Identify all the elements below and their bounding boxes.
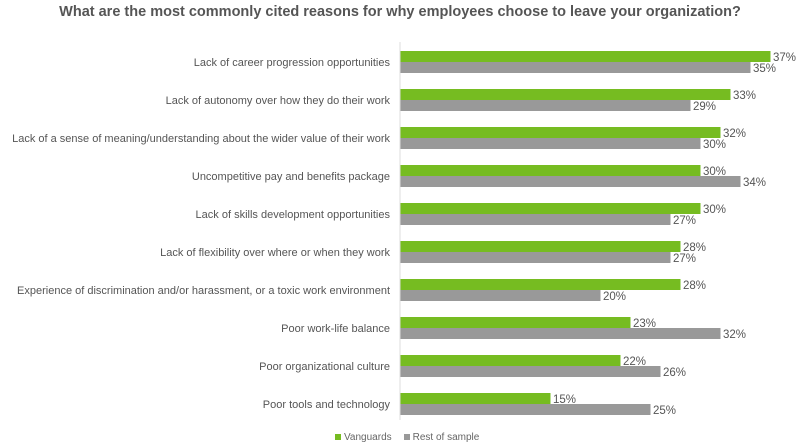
data-label: 20%	[603, 291, 626, 303]
data-label: 15%	[553, 394, 576, 406]
data-label: 34%	[743, 177, 766, 189]
bar-rest	[400, 404, 651, 415]
bar-rest	[400, 214, 671, 225]
legend-item: Rest of sample	[403, 432, 480, 443]
legend-swatch	[335, 434, 341, 440]
category-label: Uncompetitive pay and benefits package	[192, 171, 390, 183]
bar-vanguards	[400, 317, 631, 328]
data-label: 27%	[673, 215, 696, 227]
category-label: Lack of skills development opportunities	[196, 209, 391, 221]
data-label: 35%	[753, 63, 776, 75]
bar-vanguards	[400, 89, 731, 100]
data-label: 28%	[683, 242, 706, 254]
data-label: 28%	[683, 280, 706, 292]
category-label: Lack of a sense of meaning/understanding…	[12, 133, 390, 145]
data-label: 26%	[663, 367, 686, 379]
bar-rest	[400, 100, 691, 111]
bar-vanguards	[400, 203, 701, 214]
bar-rest	[400, 252, 671, 263]
data-label: 30%	[703, 166, 726, 178]
data-label: 22%	[623, 356, 646, 368]
category-label: Poor tools and technology	[263, 399, 391, 411]
legend-item: Vanguards	[335, 432, 392, 443]
bar-vanguards	[400, 279, 681, 290]
category-label: Lack of autonomy over how they do their …	[166, 95, 391, 107]
category-label: Poor organizational culture	[259, 361, 390, 373]
bar-vanguards	[400, 355, 621, 366]
legend-label: Rest of sample	[412, 432, 480, 443]
data-label: 32%	[723, 128, 746, 140]
data-label: 32%	[723, 329, 746, 341]
data-label: 37%	[773, 52, 796, 64]
data-label: 30%	[703, 139, 726, 151]
bar-rest	[400, 62, 751, 73]
bar-vanguards	[400, 127, 721, 138]
bar-rest	[400, 176, 741, 187]
legend: Vanguards Rest of sample	[335, 432, 491, 443]
category-label: Experience of discrimination and/or hara…	[17, 285, 390, 297]
bar-rest	[400, 328, 721, 339]
bar-vanguards	[400, 51, 771, 62]
chart-title: What are the most commonly cited reasons…	[59, 4, 741, 20]
data-label: 27%	[673, 253, 696, 265]
category-label: Poor work-life balance	[281, 323, 390, 335]
legend-label: Vanguards	[344, 432, 392, 443]
data-label: 30%	[703, 204, 726, 216]
category-label: Lack of career progression opportunities	[194, 57, 391, 69]
bar-vanguards	[400, 165, 701, 176]
bar-rest	[400, 138, 701, 149]
category-label: Lack of flexibility over where or when t…	[160, 247, 390, 259]
bar-vanguards	[400, 241, 681, 252]
data-label: 25%	[653, 405, 676, 417]
data-label: 33%	[733, 90, 756, 102]
bar-rest	[400, 290, 601, 301]
data-label: 29%	[693, 101, 716, 113]
bar-vanguards	[400, 393, 551, 404]
data-label: 23%	[633, 318, 656, 330]
bar-rest	[400, 366, 661, 377]
legend-swatch	[403, 434, 410, 440]
